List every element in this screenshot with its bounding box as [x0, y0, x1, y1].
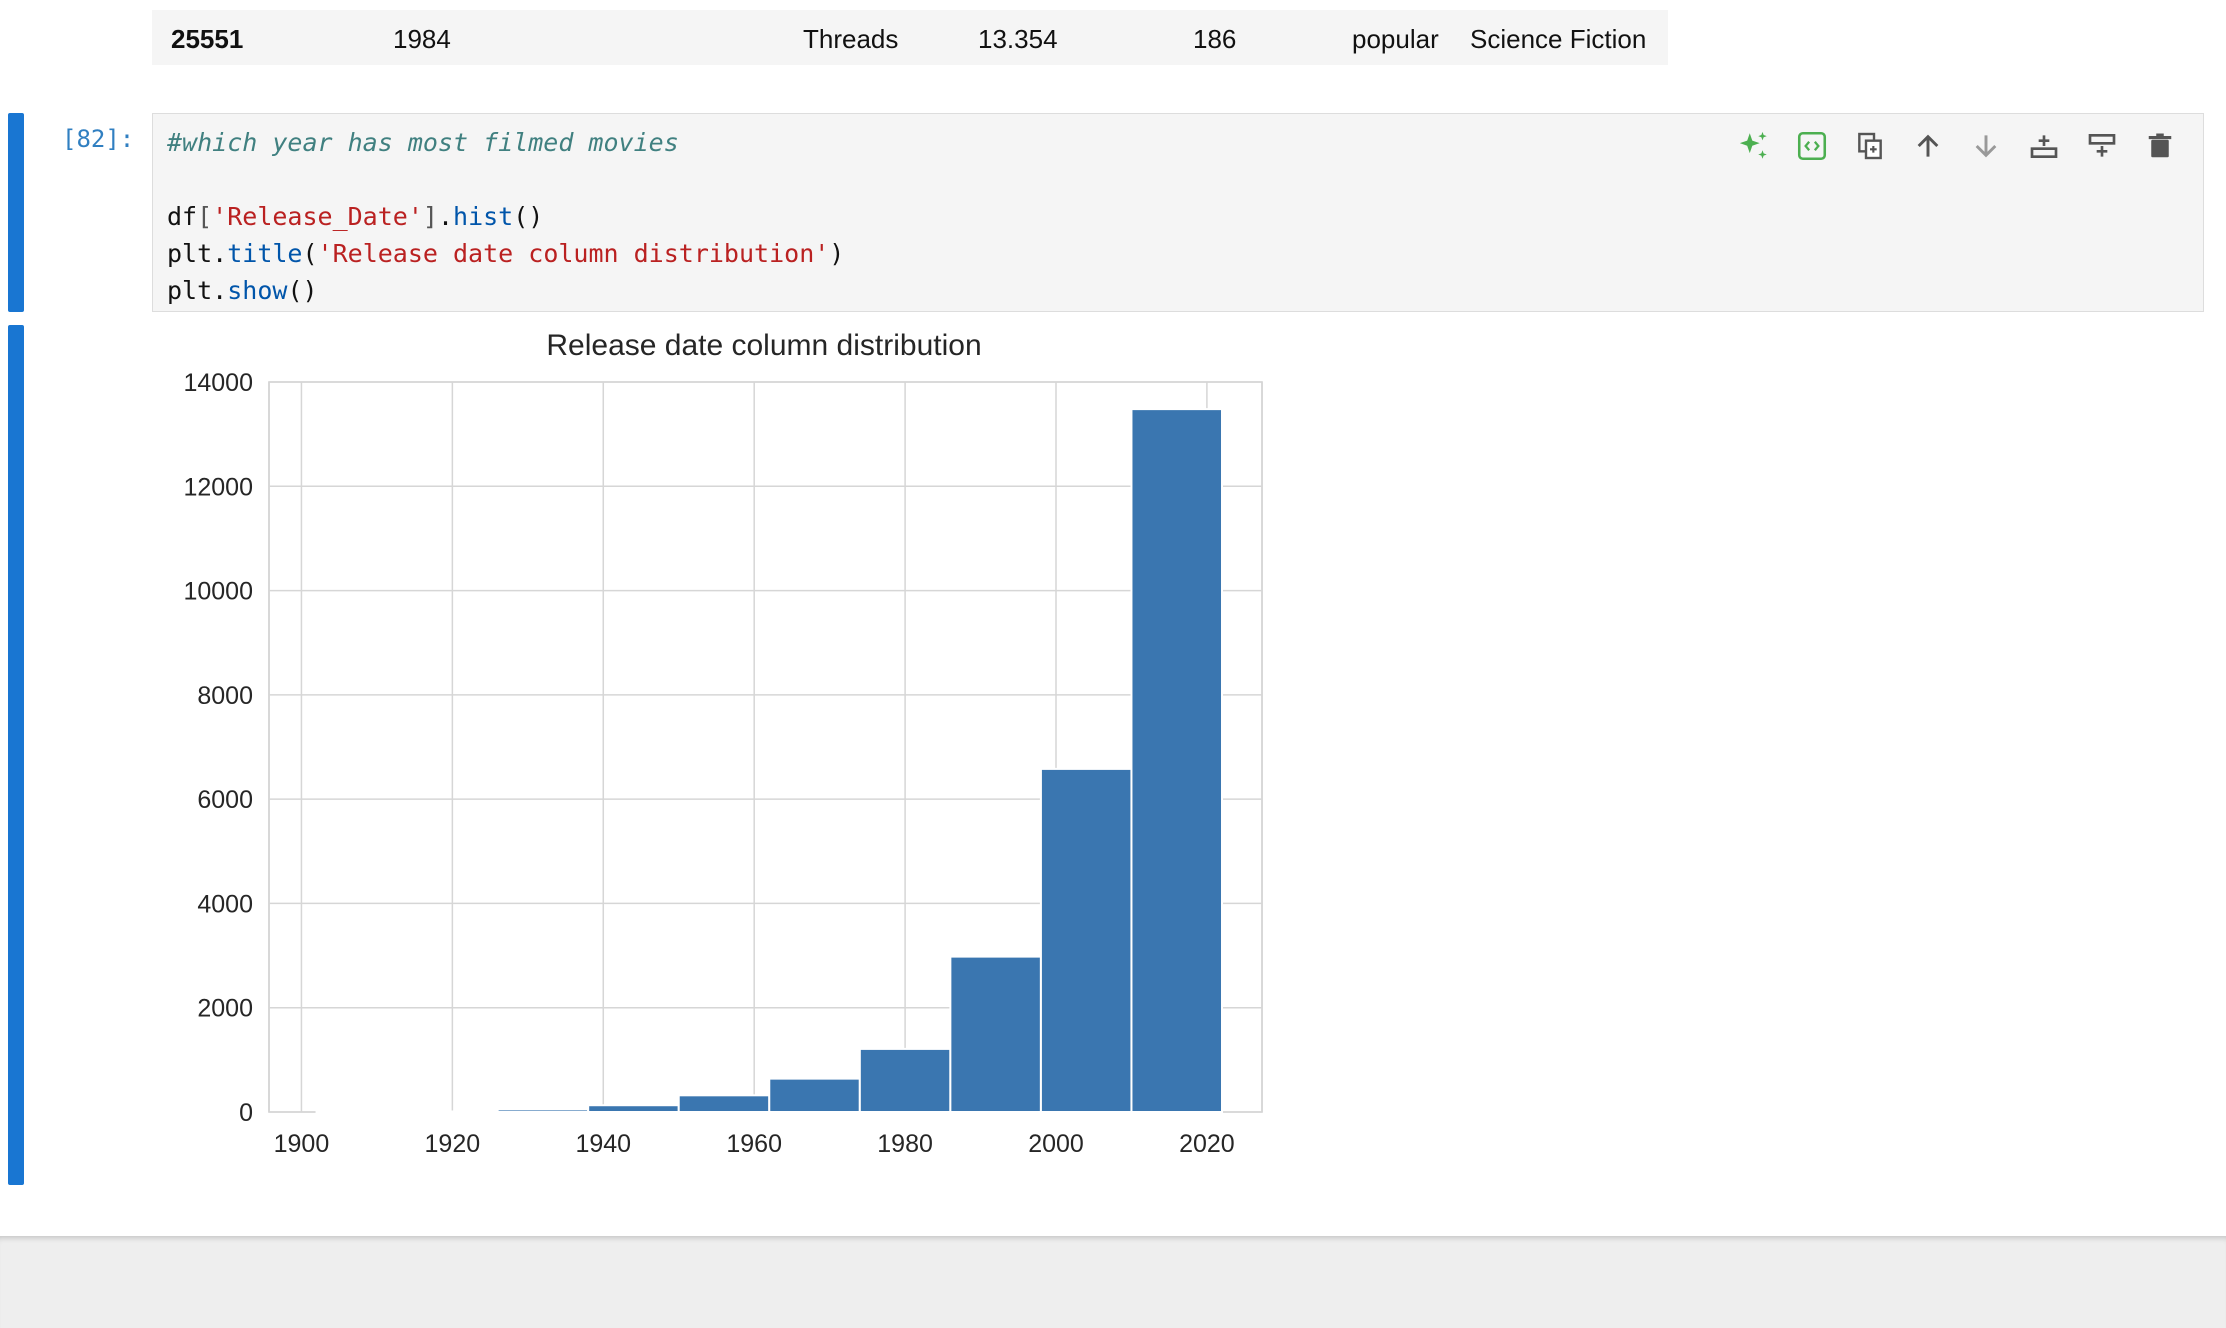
code-string: 'Release_Date'	[212, 202, 423, 231]
x-tick-label: 2020	[1179, 1130, 1235, 1158]
code-line-3: df['Release_Date'].hist()	[167, 198, 844, 235]
y-tick-label: 2000	[197, 995, 253, 1023]
code-token: .	[437, 202, 454, 231]
code-token: .	[212, 239, 228, 268]
move-down-button[interactable]	[1957, 122, 2015, 170]
code-function: hist	[453, 202, 514, 231]
code-editor[interactable]: #which year has most filmed movies df['Re…	[152, 113, 2204, 312]
code-token: df	[167, 202, 198, 231]
cell-title: Threads	[803, 24, 899, 54]
notebook-panel: 25551 1984 Threads 13.354 186 popular Sc…	[8, 10, 2204, 1185]
code-brackets-icon	[1797, 131, 1827, 161]
notebook-bottom-area	[0, 1236, 2226, 1328]
insert-below-button[interactable]	[2015, 122, 2073, 170]
code-block[interactable]: #which year has most filmed movies df['Re…	[167, 124, 844, 309]
histogram-bar	[496, 1108, 590, 1114]
code-token: (	[302, 239, 318, 268]
insert-above-button[interactable]	[2073, 122, 2131, 170]
y-tick-label: 12000	[183, 473, 253, 501]
code-string: 'Release date column distribution'	[317, 239, 830, 268]
insert-below-icon	[2030, 135, 2058, 158]
arrow-up-icon	[1917, 134, 1939, 157]
row-index: 25551	[171, 24, 244, 54]
duplicate-icon	[1858, 132, 1882, 160]
output-collapser[interactable]	[8, 325, 24, 1185]
y-tick-label: 8000	[197, 682, 253, 710]
histogram-bar	[1130, 408, 1224, 1114]
y-tick-label: 6000	[197, 786, 253, 814]
cell-vote-count: 186	[1193, 24, 1237, 54]
cell-output: 0 2000 4000 6000 8000 10000 12000 14000 1900 192…	[152, 325, 1292, 1185]
code-token: ()	[287, 276, 318, 305]
histogram-bar	[1039, 767, 1133, 1113]
y-tick-label: 10000	[183, 578, 253, 606]
y-tick-label: 0	[239, 1099, 253, 1127]
histogram-bar	[858, 1047, 952, 1114]
code-token: plt	[167, 276, 213, 305]
chart-title: Release date column distribution	[546, 329, 981, 362]
cell-popularity: 13.354	[978, 24, 1058, 54]
y-tick-label: 14000	[183, 369, 253, 397]
code-token: ()	[513, 202, 544, 231]
insert-above-icon	[2088, 134, 2116, 157]
cell-release-date: 1984	[393, 24, 451, 54]
input-collapser[interactable]	[8, 113, 24, 312]
histogram-bar	[315, 1110, 409, 1114]
ai-assist-button[interactable]	[1725, 122, 1783, 170]
histogram-bar	[768, 1077, 861, 1114]
x-tick-label: 1940	[575, 1130, 631, 1158]
execution-prompt: [82]:	[62, 125, 135, 153]
code-function: show	[227, 276, 288, 305]
code-token: plt	[167, 239, 213, 268]
move-up-button[interactable]	[1899, 122, 1957, 170]
y-tick-label: 4000	[197, 890, 253, 918]
code-token: .	[212, 276, 228, 305]
bars	[315, 408, 1224, 1114]
arrow-down-icon	[1975, 135, 1997, 158]
histogram-bar	[949, 955, 1042, 1113]
code-line-5: plt.show()	[167, 272, 844, 309]
code-comment: #which year has most filmed movies	[167, 128, 679, 157]
trash-icon	[2148, 133, 2172, 158]
code-line-2	[167, 161, 844, 198]
histogram-chart: 0 2000 4000 6000 8000 10000 12000 14000 1900 192…	[183, 329, 1263, 1158]
histogram-bar	[406, 1110, 499, 1114]
delete-cell-button[interactable]	[2131, 122, 2189, 170]
dataframe-row: 25551 1984 Threads 13.354 186 popular Sc…	[152, 10, 1668, 65]
x-tick-label: 2000	[1028, 1130, 1084, 1158]
code-token: ]	[422, 202, 438, 231]
histogram-bar	[677, 1094, 771, 1113]
render-code-button[interactable]	[1783, 122, 1841, 170]
x-tick-label: 1900	[274, 1130, 330, 1158]
code-function: title	[227, 239, 303, 268]
sparkle-icon	[1739, 131, 1767, 159]
x-tick-labels: 1900 1920 1940 1960 1980 2000 2020	[274, 1130, 1235, 1158]
cell-genre: Science Fiction	[1470, 24, 1647, 54]
x-tick-label: 1960	[726, 1130, 782, 1158]
code-line-1: #which year has most filmed movies	[167, 124, 844, 161]
x-tick-label: 1980	[877, 1130, 933, 1158]
code-token: [	[197, 202, 213, 231]
code-token: )	[829, 239, 845, 268]
code-line-4: plt.title('Release date column distribut…	[167, 235, 844, 272]
histogram-bar	[587, 1104, 680, 1114]
cell-vote-average: popular	[1352, 24, 1439, 54]
y-tick-labels: 0 2000 4000 6000 8000 10000 12000 14000	[183, 369, 253, 1127]
x-tick-label: 1920	[425, 1130, 481, 1158]
duplicate-cell-button[interactable]	[1841, 122, 1899, 170]
cell-toolbar	[1725, 122, 2189, 170]
